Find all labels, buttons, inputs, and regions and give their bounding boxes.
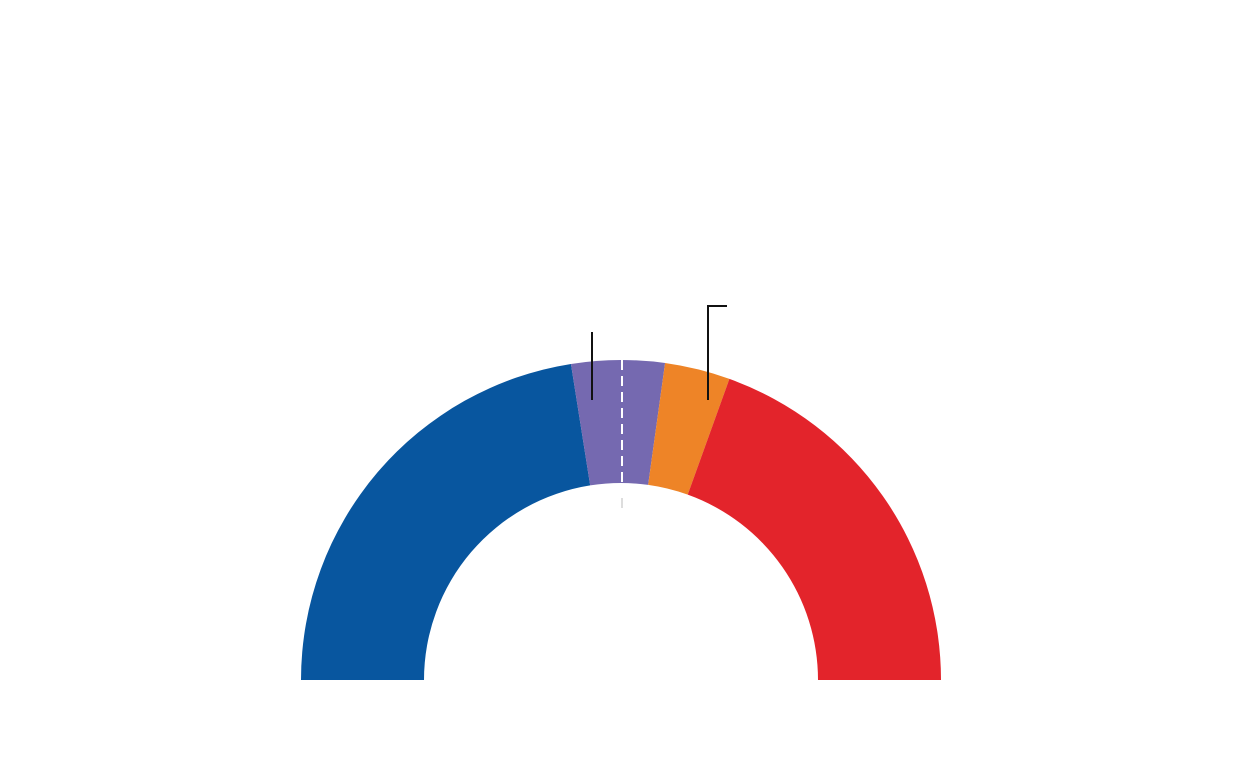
donut	[301, 360, 941, 680]
donut-segment	[648, 363, 730, 495]
donut-segment	[687, 378, 941, 680]
donut-segment	[570, 360, 666, 486]
leader-line	[707, 305, 727, 400]
donut-segment	[301, 363, 591, 680]
